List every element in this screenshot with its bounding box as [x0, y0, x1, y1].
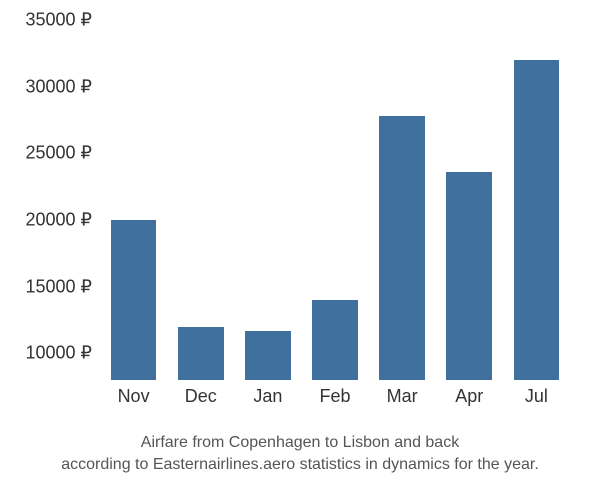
caption-line-1: Airfare from Copenhagen to Lisbon and ba…	[141, 434, 459, 451]
bar-slot	[369, 20, 436, 380]
x-tick-label: Jan	[234, 386, 301, 407]
bar	[446, 172, 492, 380]
bar	[111, 220, 157, 380]
bar	[379, 116, 425, 380]
x-tick-label: Dec	[167, 386, 234, 407]
bar-slot	[100, 20, 167, 380]
x-tick-label: Feb	[301, 386, 368, 407]
bars-container	[100, 20, 570, 380]
y-tick-label: 35000 ₽	[0, 10, 92, 31]
airfare-bar-chart: 10000 ₽ 15000 ₽ 20000 ₽ 25000 ₽ 30000 ₽ 35000…	[0, 0, 600, 500]
x-tick-label: Mar	[369, 386, 436, 407]
bar-slot	[167, 20, 234, 380]
bar	[312, 300, 358, 380]
x-tick-label: Apr	[436, 386, 503, 407]
bar	[178, 327, 224, 380]
bar-slot	[436, 20, 503, 380]
y-tick-label: 10000 ₽	[0, 343, 92, 364]
y-tick-label: 25000 ₽	[0, 143, 92, 164]
y-tick-label: 15000 ₽	[0, 276, 92, 297]
bar-slot	[503, 20, 570, 380]
y-tick-label: 20000 ₽	[0, 210, 92, 231]
bar-slot	[301, 20, 368, 380]
x-tick-label: Nov	[100, 386, 167, 407]
x-axis-labels: NovDecJanFebMarAprJul	[100, 386, 570, 407]
bar	[245, 331, 291, 380]
y-tick-label: 30000 ₽	[0, 76, 92, 97]
caption-line-2: according to Easternairlines.aero statis…	[61, 456, 539, 473]
bar	[514, 60, 560, 380]
x-tick-label: Jul	[503, 386, 570, 407]
bar-slot	[234, 20, 301, 380]
chart-caption: Airfare from Copenhagen to Lisbon and ba…	[0, 432, 600, 475]
